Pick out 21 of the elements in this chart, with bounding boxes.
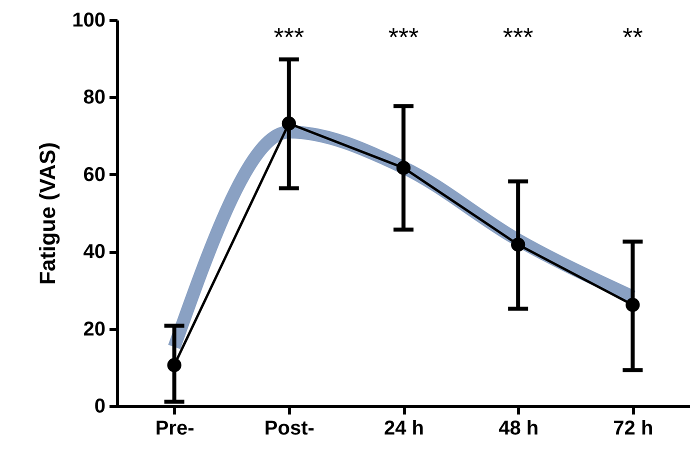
y-axis-title: Fatigue (VAS)	[35, 142, 60, 285]
point	[167, 358, 182, 372]
annotation: ***	[388, 22, 419, 52]
annotation: **	[622, 22, 643, 52]
x-tick-label: 24 h	[384, 418, 424, 440]
y-tick-label: 20	[83, 318, 106, 340]
y-tick-label: 40	[83, 241, 106, 264]
x-tick-label: 72 h	[613, 418, 654, 440]
y-tick-label: 0	[94, 396, 106, 418]
annotation: ***	[274, 22, 304, 52]
point	[396, 160, 411, 175]
annotation: ***	[502, 22, 534, 52]
y-tick-label: 80	[83, 86, 106, 109]
point	[626, 298, 640, 312]
point	[282, 116, 296, 131]
x-tick-label: Pre-	[155, 418, 194, 440]
y-tick-label: 60	[83, 164, 106, 186]
x-tick-label: Post-	[264, 418, 314, 440]
y-tick-label: 100	[72, 10, 106, 32]
point	[511, 238, 526, 252]
x-tick-label: 48 h	[498, 418, 539, 440]
